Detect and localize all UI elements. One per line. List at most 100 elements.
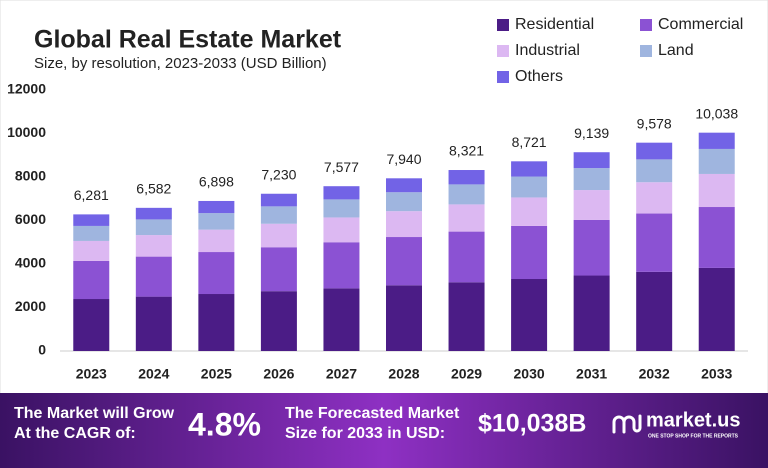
bar-segment <box>573 190 610 220</box>
total-label: 9,578 <box>637 115 672 131</box>
bar-segment <box>323 288 360 351</box>
bar-segment <box>636 271 673 351</box>
x-tick-label: 2031 <box>576 366 607 382</box>
legend-swatch <box>497 19 509 31</box>
bar-segment <box>448 231 485 283</box>
bar-segment <box>323 217 360 243</box>
bar-segment <box>698 132 735 149</box>
bar-segment <box>386 178 422 193</box>
bar-segment <box>73 225 110 241</box>
y-tick-label: 4000 <box>15 255 46 271</box>
brand-tagline: ONE STOP SHOP FOR THE REPORTS <box>648 433 739 439</box>
y-tick-label: 6000 <box>15 211 46 227</box>
x-tick-label: 2028 <box>388 366 419 382</box>
bar-segment <box>260 291 297 351</box>
x-tick-label: 2026 <box>263 366 294 382</box>
legend-swatch <box>497 71 509 83</box>
bar-segment <box>323 186 360 200</box>
bar-segment <box>448 184 485 205</box>
bar-segment <box>73 260 110 300</box>
plot: 0 2000 4000 6000 8000 10000 12000 2023 6,281 2024… <box>7 81 748 382</box>
legend-swatch <box>640 19 652 31</box>
bar-segment <box>198 213 235 230</box>
x-tick-label: 2024 <box>138 366 169 382</box>
bar-segment <box>636 182 673 214</box>
bar-segment <box>511 279 548 351</box>
total-label: 6,281 <box>74 187 109 203</box>
bar-segment <box>636 142 673 160</box>
bar-segment <box>386 237 422 286</box>
bar-segment <box>73 214 110 226</box>
total-label: 10,038 <box>695 105 738 121</box>
y-tick-label: 10000 <box>7 124 46 140</box>
bar-segment <box>73 299 110 351</box>
bar-segment <box>260 193 297 207</box>
bar-segment <box>135 256 172 297</box>
bar-segment <box>573 275 610 351</box>
chart-subtitle: Size, by resolution, 2023-2033 (USD Bill… <box>34 55 327 72</box>
bar-segment <box>386 192 422 212</box>
bar-segment <box>448 282 485 351</box>
total-label: 8,321 <box>449 143 484 159</box>
total-label: 7,230 <box>261 166 296 182</box>
bar-segment <box>636 213 673 272</box>
bar-segment <box>511 176 548 198</box>
y-tick-label: 12000 <box>7 81 46 97</box>
y-tick-label: 8000 <box>15 168 46 184</box>
brand-name: market.us <box>646 409 741 431</box>
bar-segment <box>135 235 172 257</box>
bar-segment <box>511 225 548 280</box>
brand-logo <box>612 414 642 434</box>
bar-segment <box>135 207 172 220</box>
legend-label: Land <box>658 42 694 59</box>
forecast-value: $10,038B <box>478 410 586 438</box>
cagr-label: The Market will Grow <box>14 405 175 422</box>
bar-segment <box>198 200 235 214</box>
total-label: 9,139 <box>574 125 609 141</box>
legend-swatch <box>640 45 652 57</box>
x-tick-label: 2023 <box>76 366 107 382</box>
x-tick-label: 2032 <box>639 366 670 382</box>
bar-segment <box>198 252 235 295</box>
bar-segment <box>323 199 360 218</box>
bar-segment <box>698 173 735 208</box>
bar-segment <box>386 211 422 238</box>
y-tick-label: 0 <box>38 342 46 358</box>
forecast-label: The Forecasted Market <box>285 405 460 422</box>
bar-segment <box>698 267 735 351</box>
forecast-label: Size for 2033 in USD: <box>285 425 445 442</box>
x-tick-label: 2029 <box>451 366 482 382</box>
bar-segment <box>135 296 172 351</box>
bar-segment <box>260 206 297 224</box>
total-label: 6,898 <box>199 174 234 190</box>
bar-segment <box>386 285 422 351</box>
cagr-value: 4.8% <box>188 406 261 442</box>
legend-swatch <box>497 45 509 57</box>
chart-title: Global Real Estate Market <box>34 26 342 54</box>
total-label: 7,577 <box>324 159 359 175</box>
bar-segment <box>135 219 172 236</box>
bar-segment <box>511 161 548 177</box>
legend-label: Others <box>515 68 563 85</box>
bar-segment <box>698 207 735 268</box>
bar-segment <box>260 223 297 248</box>
x-tick-label: 2027 <box>326 366 357 382</box>
bar-segment <box>198 294 235 351</box>
bar-segment <box>448 170 485 185</box>
total-label: 8,721 <box>512 134 547 150</box>
bar-segment <box>636 159 673 183</box>
bar-segment <box>73 240 110 261</box>
bar-segment <box>573 152 610 169</box>
bar-segment <box>260 247 297 292</box>
bar-segment <box>573 219 610 276</box>
bar-segment <box>323 242 360 289</box>
total-label: 7,940 <box>386 151 421 167</box>
bar-segment <box>698 148 735 174</box>
x-tick-label: 2025 <box>201 366 232 382</box>
bar-segment <box>573 168 610 191</box>
legend-label: Industrial <box>515 42 580 59</box>
bar-segment <box>511 197 548 226</box>
total-label: 6,582 <box>136 181 171 197</box>
